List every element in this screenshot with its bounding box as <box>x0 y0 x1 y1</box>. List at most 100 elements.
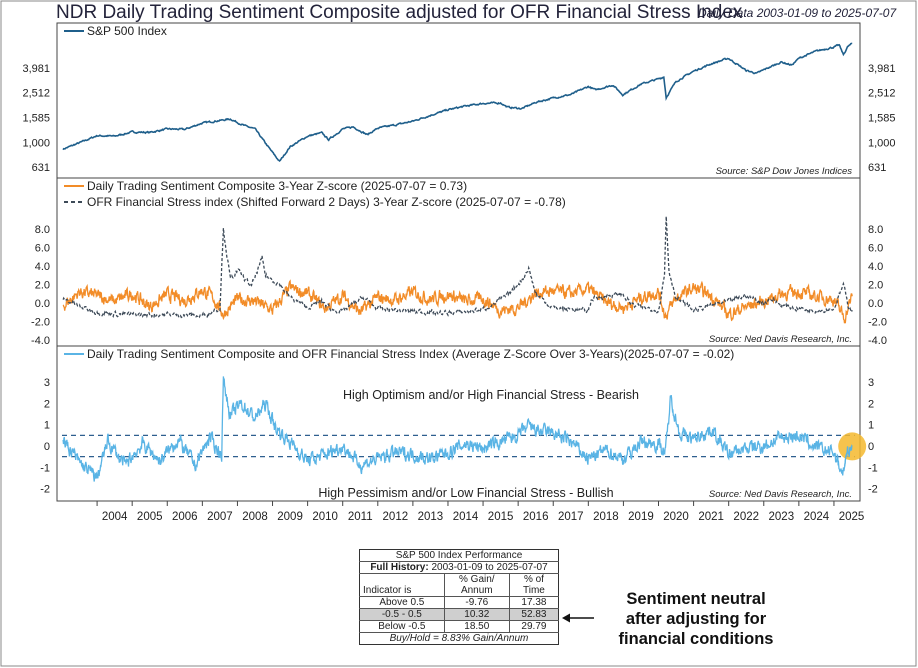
year-tick-label: 2022 <box>733 511 759 523</box>
sentiment-legend: Daily Trading Sentiment Composite 3-Year… <box>87 179 467 193</box>
year-tick-label: 2010 <box>312 511 338 523</box>
sp500-tick-left: 1,000 <box>22 137 50 149</box>
bearish-zone-label: High Optimism and/or High Financial Stre… <box>343 388 639 402</box>
year-tick-label: 2018 <box>593 511 619 523</box>
table-footer: Buy/Hold = 8.83% Gain/Annum <box>389 633 529 644</box>
zscore-tick-right: 8.0 <box>868 224 883 236</box>
row-time: 52.83 <box>508 608 559 621</box>
composite-tick-left: 0 <box>44 441 50 453</box>
zscore-tick-right: 0.0 <box>868 298 883 310</box>
year-tick-label: 2021 <box>698 511 724 523</box>
row-indicator: Above 0.5 <box>359 596 445 609</box>
performance-table: S&P 500 Index Performance Full History: … <box>359 549 559 645</box>
ofr-legend: OFR Financial Stress index (Shifted Forw… <box>87 195 566 209</box>
zscore-tick-right: 6.0 <box>868 243 883 255</box>
row-gain: 18.50 <box>443 620 510 633</box>
sp500-tick-right: 2,512 <box>868 88 896 100</box>
table-row-highlighted: -0.5 - 0.5 10.32 52.83 <box>359 608 559 621</box>
table-full-history: Full History: 2003-01-09 to 2025-07-07 <box>359 561 559 574</box>
sp500-tick-right: 1,585 <box>868 112 896 124</box>
sp500-tick-left: 631 <box>32 162 50 174</box>
zscore-tick-right: 2.0 <box>868 280 883 292</box>
sentiment-series-line <box>62 279 853 324</box>
row-time: 17.38 <box>508 596 559 609</box>
sp500-tick-right: 1,000 <box>868 137 896 149</box>
table-row: Below -0.5 18.50 29.79 <box>359 620 559 633</box>
year-tick-label: 2004 <box>102 511 128 523</box>
composite-tick-right: 1 <box>868 420 874 432</box>
composite-tick-right: -1 <box>868 462 878 474</box>
zscore-tick-left: 4.0 <box>35 261 50 273</box>
year-tick-label: 2006 <box>172 511 198 523</box>
callout-arrow-icon <box>562 613 594 623</box>
row-gain: -9.76 <box>443 596 510 609</box>
zscore-tick-left: 6.0 <box>35 243 50 255</box>
zscore-tick-left: -4.0 <box>31 335 50 347</box>
zscore-tick-left: 8.0 <box>35 224 50 236</box>
year-tick-label: 2013 <box>418 511 444 523</box>
row-indicator: -0.5 - 0.5 <box>359 608 445 621</box>
sp500-tick-right: 3,981 <box>868 63 896 75</box>
table-row: Above 0.5 -9.76 17.38 <box>359 596 559 609</box>
chart-title: NDR Daily Trading Sentiment Composite ad… <box>56 2 743 23</box>
composite-latest-segment <box>844 444 853 467</box>
callout-line-3: financial conditions <box>618 630 774 648</box>
sp500-tick-right: 631 <box>868 162 886 174</box>
year-tick-label: 2014 <box>453 511 479 523</box>
composite-tick-left: 2 <box>44 398 50 410</box>
col-header-gain-line2: Annum <box>460 585 493 596</box>
top-source: Source: S&P Dow Jones Indices <box>716 166 853 177</box>
middle-source: Source: Ned Davis Research, Inc. <box>709 334 852 345</box>
chart-subtitle: Daily Data 2003-01-09 to 2025-07-07 <box>698 6 897 20</box>
composite-tick-right: 3 <box>868 377 874 389</box>
sp500-tick-left: 2,512 <box>22 88 50 100</box>
top-panel-frame <box>56 22 861 179</box>
composite-legend: Daily Trading Sentiment Composite and OF… <box>87 347 734 361</box>
year-tick-label: 2016 <box>523 511 549 523</box>
table-title: S&P 500 Index Performance <box>359 549 559 562</box>
row-gain: 10.32 <box>443 608 510 621</box>
callout-line-1: Sentiment neutral <box>626 590 766 608</box>
zscore-tick-right: -4.0 <box>868 335 887 347</box>
bullish-zone-label: High Pessimism and/or Low Financial Stre… <box>318 486 613 500</box>
sp500-legend: S&P 500 Index <box>87 24 167 38</box>
composite-tick-left: -1 <box>40 462 50 474</box>
ofr-series-line <box>62 216 853 319</box>
bottom-source: Source: Ned Davis Research, Inc. <box>709 489 852 500</box>
col-header-time-line2: Time <box>523 585 545 596</box>
col-header-gain-line1: % Gain/ <box>459 574 495 585</box>
zscore-tick-left: 2.0 <box>35 280 50 292</box>
full-history-label: Full History: <box>370 562 429 573</box>
composite-series-line <box>62 376 853 482</box>
year-tick-label: 2007 <box>207 511 233 523</box>
zscore-tick-left: -2.0 <box>31 317 50 329</box>
composite-tick-left: 1 <box>44 420 50 432</box>
sp500-tick-left: 3,981 <box>22 63 50 75</box>
year-tick-label: 2019 <box>628 511 654 523</box>
composite-tick-right: 2 <box>868 398 874 410</box>
year-tick-label: 2008 <box>242 511 268 523</box>
zscore-tick-right: 4.0 <box>868 261 883 273</box>
year-tick-label: 2005 <box>137 511 163 523</box>
composite-tick-right: 0 <box>868 441 874 453</box>
row-time: 29.79 <box>508 620 559 633</box>
year-tick-label: 2017 <box>558 511 584 523</box>
row-indicator: Below -0.5 <box>359 620 445 633</box>
year-tick-label: 2015 <box>488 511 514 523</box>
callout-line-2: after adjusting for <box>625 610 767 628</box>
year-tick-label: 2011 <box>348 511 373 523</box>
composite-tick-right: -2 <box>868 484 878 496</box>
composite-tick-left: -2 <box>40 484 50 496</box>
callout-text: Sentiment neutral after adjusting for fi… <box>596 589 796 649</box>
year-tick-label: 2025 <box>839 511 865 523</box>
bottom-panel-frame <box>56 345 861 502</box>
year-tick-label: 2012 <box>383 511 409 523</box>
year-tick-label: 2023 <box>769 511 795 523</box>
col-header-indicator: Indicator is <box>359 573 445 597</box>
sp500-tick-left: 1,585 <box>22 112 50 124</box>
year-tick-label: 2024 <box>804 511 830 523</box>
year-tick-label: 2009 <box>277 511 303 523</box>
